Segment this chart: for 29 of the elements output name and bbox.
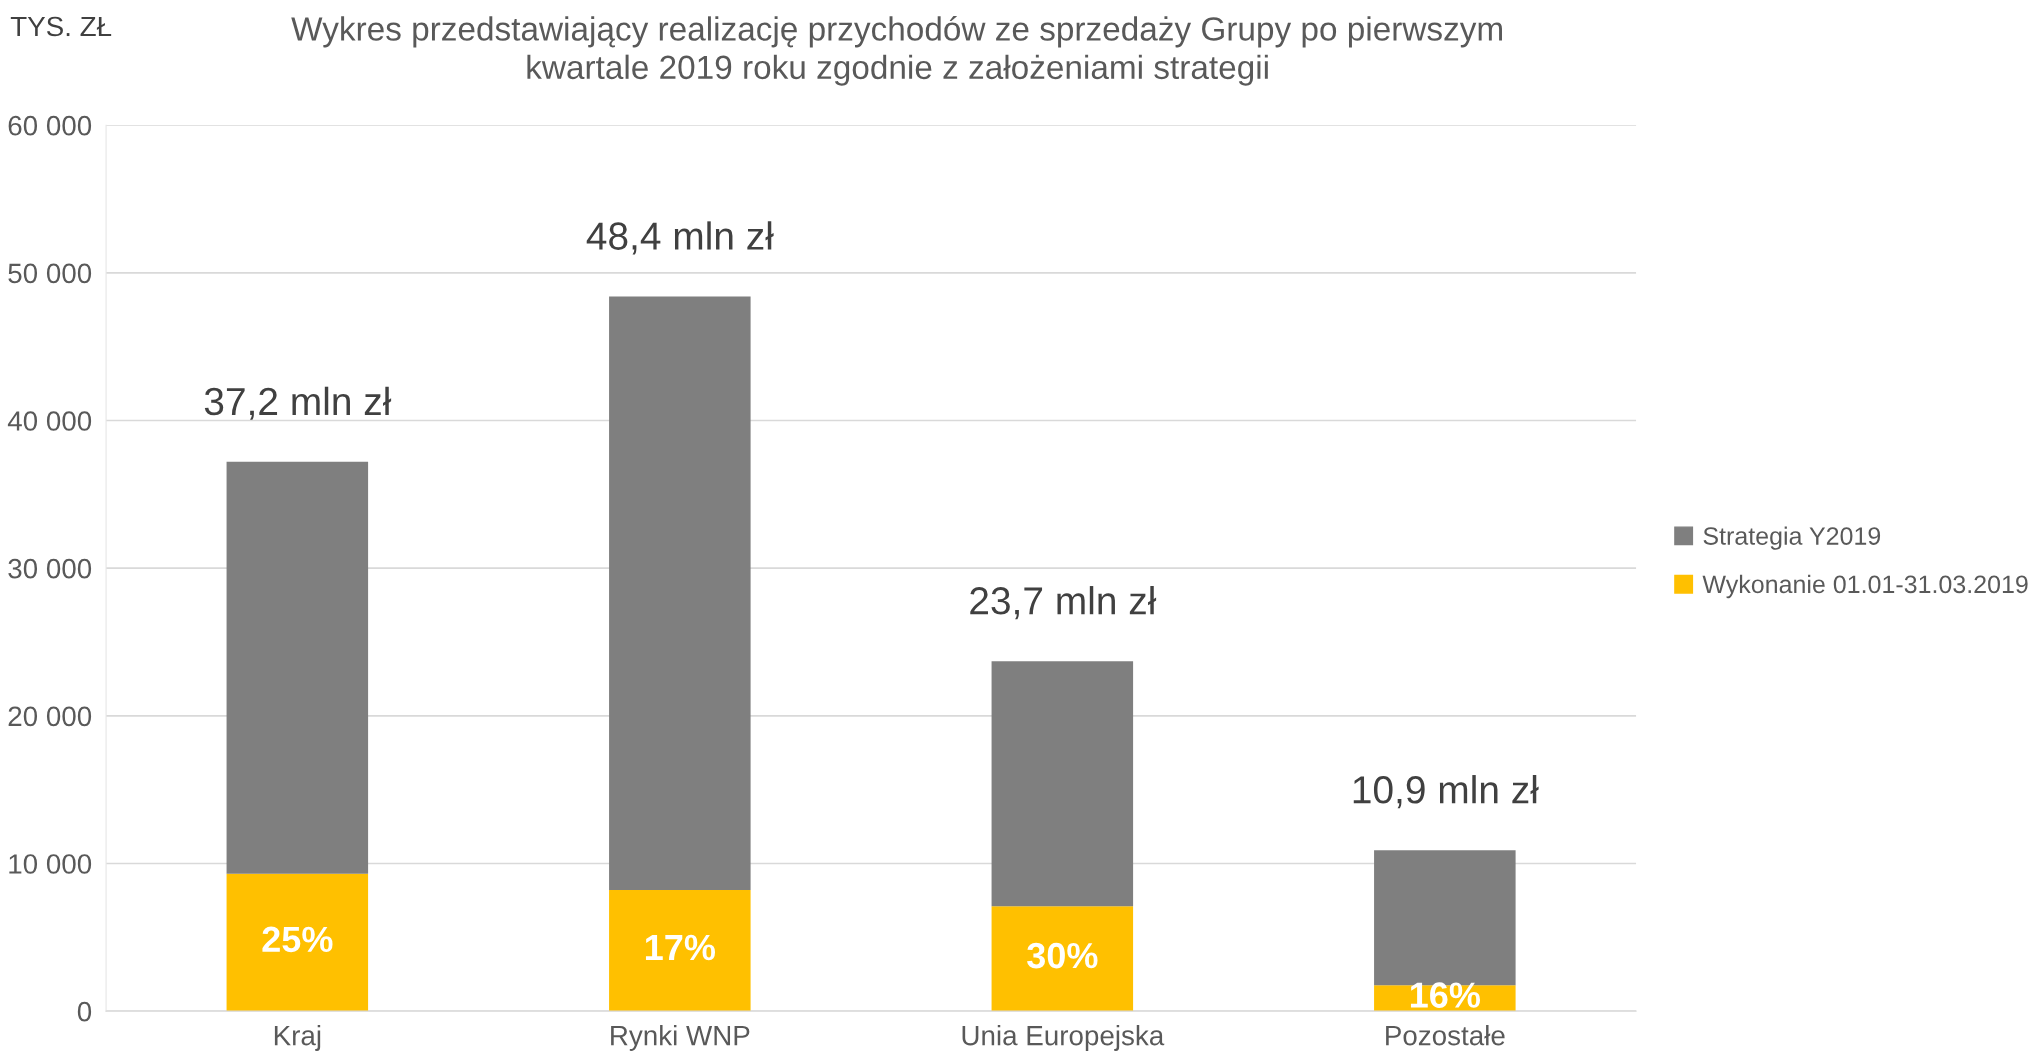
x-tick-label: Unia Europejska (962, 1025, 1165, 1051)
x-tick-label: Rynki WNP (611, 1025, 750, 1051)
bar (609, 890, 751, 1012)
legend-label: Wykonanie 01.01-31.03.2019 (1702, 574, 2028, 599)
annotation: 16% (1410, 982, 1481, 1008)
x-tick-label: Kraj (274, 1025, 321, 1051)
x-tick-label: Pozostałe (1386, 1025, 1505, 1046)
bar (991, 906, 1134, 1012)
annotation: 10,9 mln zł (1353, 775, 1539, 809)
y-axis-title: TYS. ZŁ (10, 16, 112, 37)
annotation: 17% (645, 934, 716, 961)
bar (991, 661, 1134, 907)
bar (226, 461, 369, 874)
annotation: 30% (1027, 942, 1098, 969)
y-tick-label: 0 (77, 1001, 92, 1022)
y-tick-label: 20 000 (8, 706, 92, 727)
annotation: 23,7 mln zł (970, 586, 1157, 620)
bar (609, 296, 751, 891)
bar (226, 873, 369, 1012)
annotation: 48,4 mln zł (586, 221, 774, 255)
y-tick-label: 50 000 (8, 263, 92, 284)
y-tick-label: 10 000 (9, 854, 92, 874)
y-tick-label: 60 000 (8, 115, 92, 136)
y-tick-label: 30 000 (8, 558, 92, 579)
legend-label: Strategia Y2019 (1703, 526, 1881, 550)
chart-title: Wykres przedstawiający realizację przychodów ze sprzedaży Grupy po pierwszym kwartale 2019 roku zgodnie z założeniami strategii (291, 15, 1502, 86)
annotation: 37,2 mln zł (204, 386, 392, 420)
y-tick-label: 40 000 (7, 411, 92, 431)
annotation: 25% (262, 926, 333, 953)
